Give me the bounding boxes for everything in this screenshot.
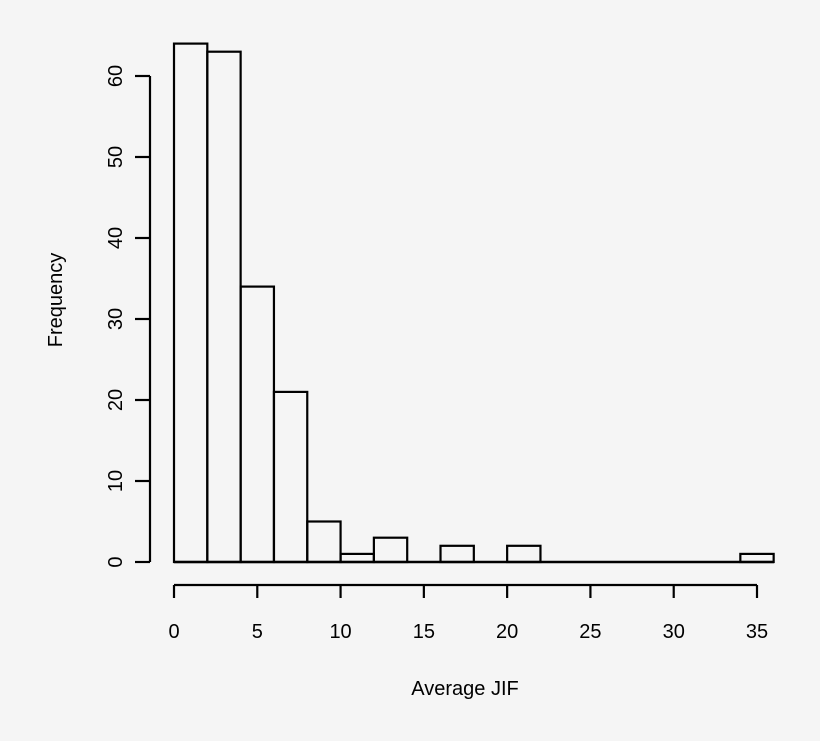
x-tick-label: 20 — [496, 621, 518, 643]
histogram-bar — [306, 520, 342, 564]
y-tick-label: 10 — [105, 470, 127, 492]
x-tick-label: 35 — [746, 621, 768, 643]
histogram-bar — [372, 536, 409, 564]
x-tick-label: 30 — [663, 621, 685, 643]
histogram-bar — [172, 42, 209, 564]
y-tick-label: 30 — [105, 308, 127, 330]
x-tick-label: 5 — [252, 621, 263, 643]
y-tick-label: 50 — [105, 146, 127, 168]
y-axis: 0 10 20 30 40 50 60 — [105, 65, 152, 568]
x-tick-label: 0 — [168, 621, 179, 643]
histogram-bar — [239, 285, 276, 564]
x-axis: 0 5 10 15 20 25 30 35 — [168, 583, 768, 643]
x-axis-label: Average JIF — [411, 678, 518, 700]
histogram-bar — [206, 50, 242, 564]
y-tick-label: 0 — [105, 556, 127, 567]
histogram-bar — [272, 390, 309, 564]
histogram-bar — [439, 544, 475, 564]
x-tick-label: 10 — [329, 621, 351, 643]
y-axis-label: Frequency — [45, 253, 67, 348]
x-tick-label: 15 — [413, 621, 435, 643]
histogram-bars — [172, 42, 775, 564]
y-tick-label: 20 — [105, 389, 127, 411]
y-tick-label: 40 — [105, 227, 127, 249]
y-tick-label: 60 — [105, 65, 127, 87]
histogram-bar — [506, 544, 542, 564]
x-tick-label: 25 — [579, 621, 601, 643]
